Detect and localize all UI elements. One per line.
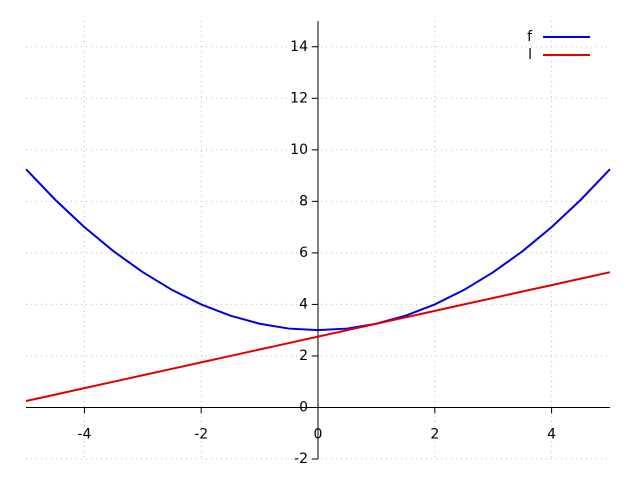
y-tick-label: 4 [299,296,308,312]
x-tick-label: 0 [314,426,323,442]
legend-label: f [527,29,533,45]
series-line [25,271,611,403]
x-tick-label: -4 [77,426,91,442]
y-tick-label: 10 [290,142,308,158]
y-tick-label: 8 [299,193,308,209]
x-tick-label: -2 [194,426,208,442]
x-tick-label: 4 [547,426,556,442]
series-line [25,168,611,332]
y-tick-label: -2 [294,451,308,467]
x-tick-label: 2 [430,426,439,442]
legend-label: l [528,47,532,63]
y-tick-label: 12 [290,90,308,106]
y-tick-label: 2 [299,348,308,364]
y-tick-label: 6 [299,245,308,261]
y-tick-label: 14 [290,39,308,55]
y-tick-label: 0 [299,399,308,415]
